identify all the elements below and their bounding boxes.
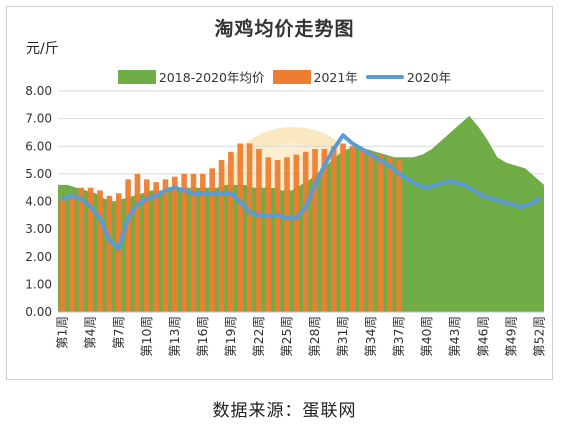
x-tick-label: 第22周 [251,316,266,357]
legend-item-bar: 2021年 [272,67,358,86]
bar-2021 [256,149,262,312]
bar-2021 [78,187,85,312]
y-tick-label: 1.00 [25,277,52,291]
legend-item-line: 2020年 [365,67,452,86]
legend-label-bar: 2021年 [313,70,358,85]
x-tick-label: 第46周 [475,316,490,357]
bar-2021 [246,143,253,312]
y-tick-label: 6.00 [25,139,52,153]
bar-2021 [153,182,159,312]
x-tick-label: 第13周 [167,316,182,357]
bar-2021 [181,173,187,312]
x-tick-label: 第1周 [55,316,70,349]
line-series-layer [60,133,542,251]
x-tick-label: 第34周 [363,316,378,357]
bar-2021 [274,160,281,312]
x-tick-label: 第49周 [503,316,518,357]
bar-2021 [321,149,328,312]
bar-2021 [87,187,94,312]
bar-2021 [172,176,178,312]
legend-item-area: 2018-2020年均价 [117,67,265,86]
x-tick-label: 第10周 [139,316,154,357]
x-tick-label: 第4周 [83,316,98,349]
bar-2021 [69,193,75,312]
y-tick-label: 8.00 [25,84,52,98]
chart-title: 淘鸡均价走势图 [214,18,355,40]
legend-swatch-line [365,74,404,79]
bar-2021 [265,157,272,312]
bar-2021 [190,173,197,312]
bar-2021 [368,151,374,312]
bar-2021 [302,151,309,312]
bar-2021 [377,154,384,312]
bar-2021 [237,143,244,312]
x-tick-label: 第28周 [307,316,322,357]
y-tick-label: 4.00 [25,195,52,209]
y-axis-unit-label: 元/斤 [26,41,59,57]
bar-2021 [200,173,206,312]
bar-2021 [340,143,346,312]
x-tick-label: 第40周 [419,316,434,357]
legend: 2018-2020年均价 2021年 2020年 [0,67,569,86]
bar-2021 [218,160,225,312]
y-tick-label: 2.00 [25,250,52,264]
bar-2021 [97,190,103,312]
bar-2021 [358,149,365,312]
bar-2021 [59,198,66,312]
legend-swatch-area [117,69,156,84]
bar-2021 [162,179,169,312]
y-tick-label: 3.00 [25,222,52,236]
x-tick-label: 第16周 [195,316,210,357]
axis-layer: 0.001.002.003.004.005.006.007.008.00第1周第… [25,84,546,357]
x-tick-label: 第52周 [531,316,546,357]
bar-2021 [312,149,318,312]
bar-2021 [284,157,290,312]
bar-2021 [125,179,131,312]
bar-2021 [209,168,216,312]
x-tick-label: 第7周 [111,316,126,349]
legend-swatch-bar [272,69,311,84]
bar-2021 [349,146,356,312]
x-tick-label: 第37周 [391,316,406,357]
source-caption: 数据来源：蛋联网 [212,401,357,421]
y-tick-label: 7.00 [25,112,52,126]
bar-2021 [386,157,393,312]
bar-2021 [143,179,150,312]
x-tick-label: 第25周 [279,316,294,357]
line-2020 [60,133,542,251]
x-tick-label: 第19周 [223,316,238,357]
y-tick-label: 0.00 [25,305,52,319]
legend-label-area: 2018-2020年均价 [158,70,265,85]
y-tick-label: 5.00 [25,167,52,181]
x-tick-label: 第43周 [447,316,462,357]
bar-2021 [228,151,234,312]
bar-2021 [330,146,337,312]
bar-series-layer [59,143,402,312]
bar-2021 [106,195,113,312]
legend-label-line: 2020年 [406,70,452,85]
bar-2021 [293,154,300,312]
bar-2021 [396,160,402,312]
bar-2021 [115,193,122,312]
x-tick-label: 第31周 [335,316,350,357]
bar-2021 [134,173,141,312]
